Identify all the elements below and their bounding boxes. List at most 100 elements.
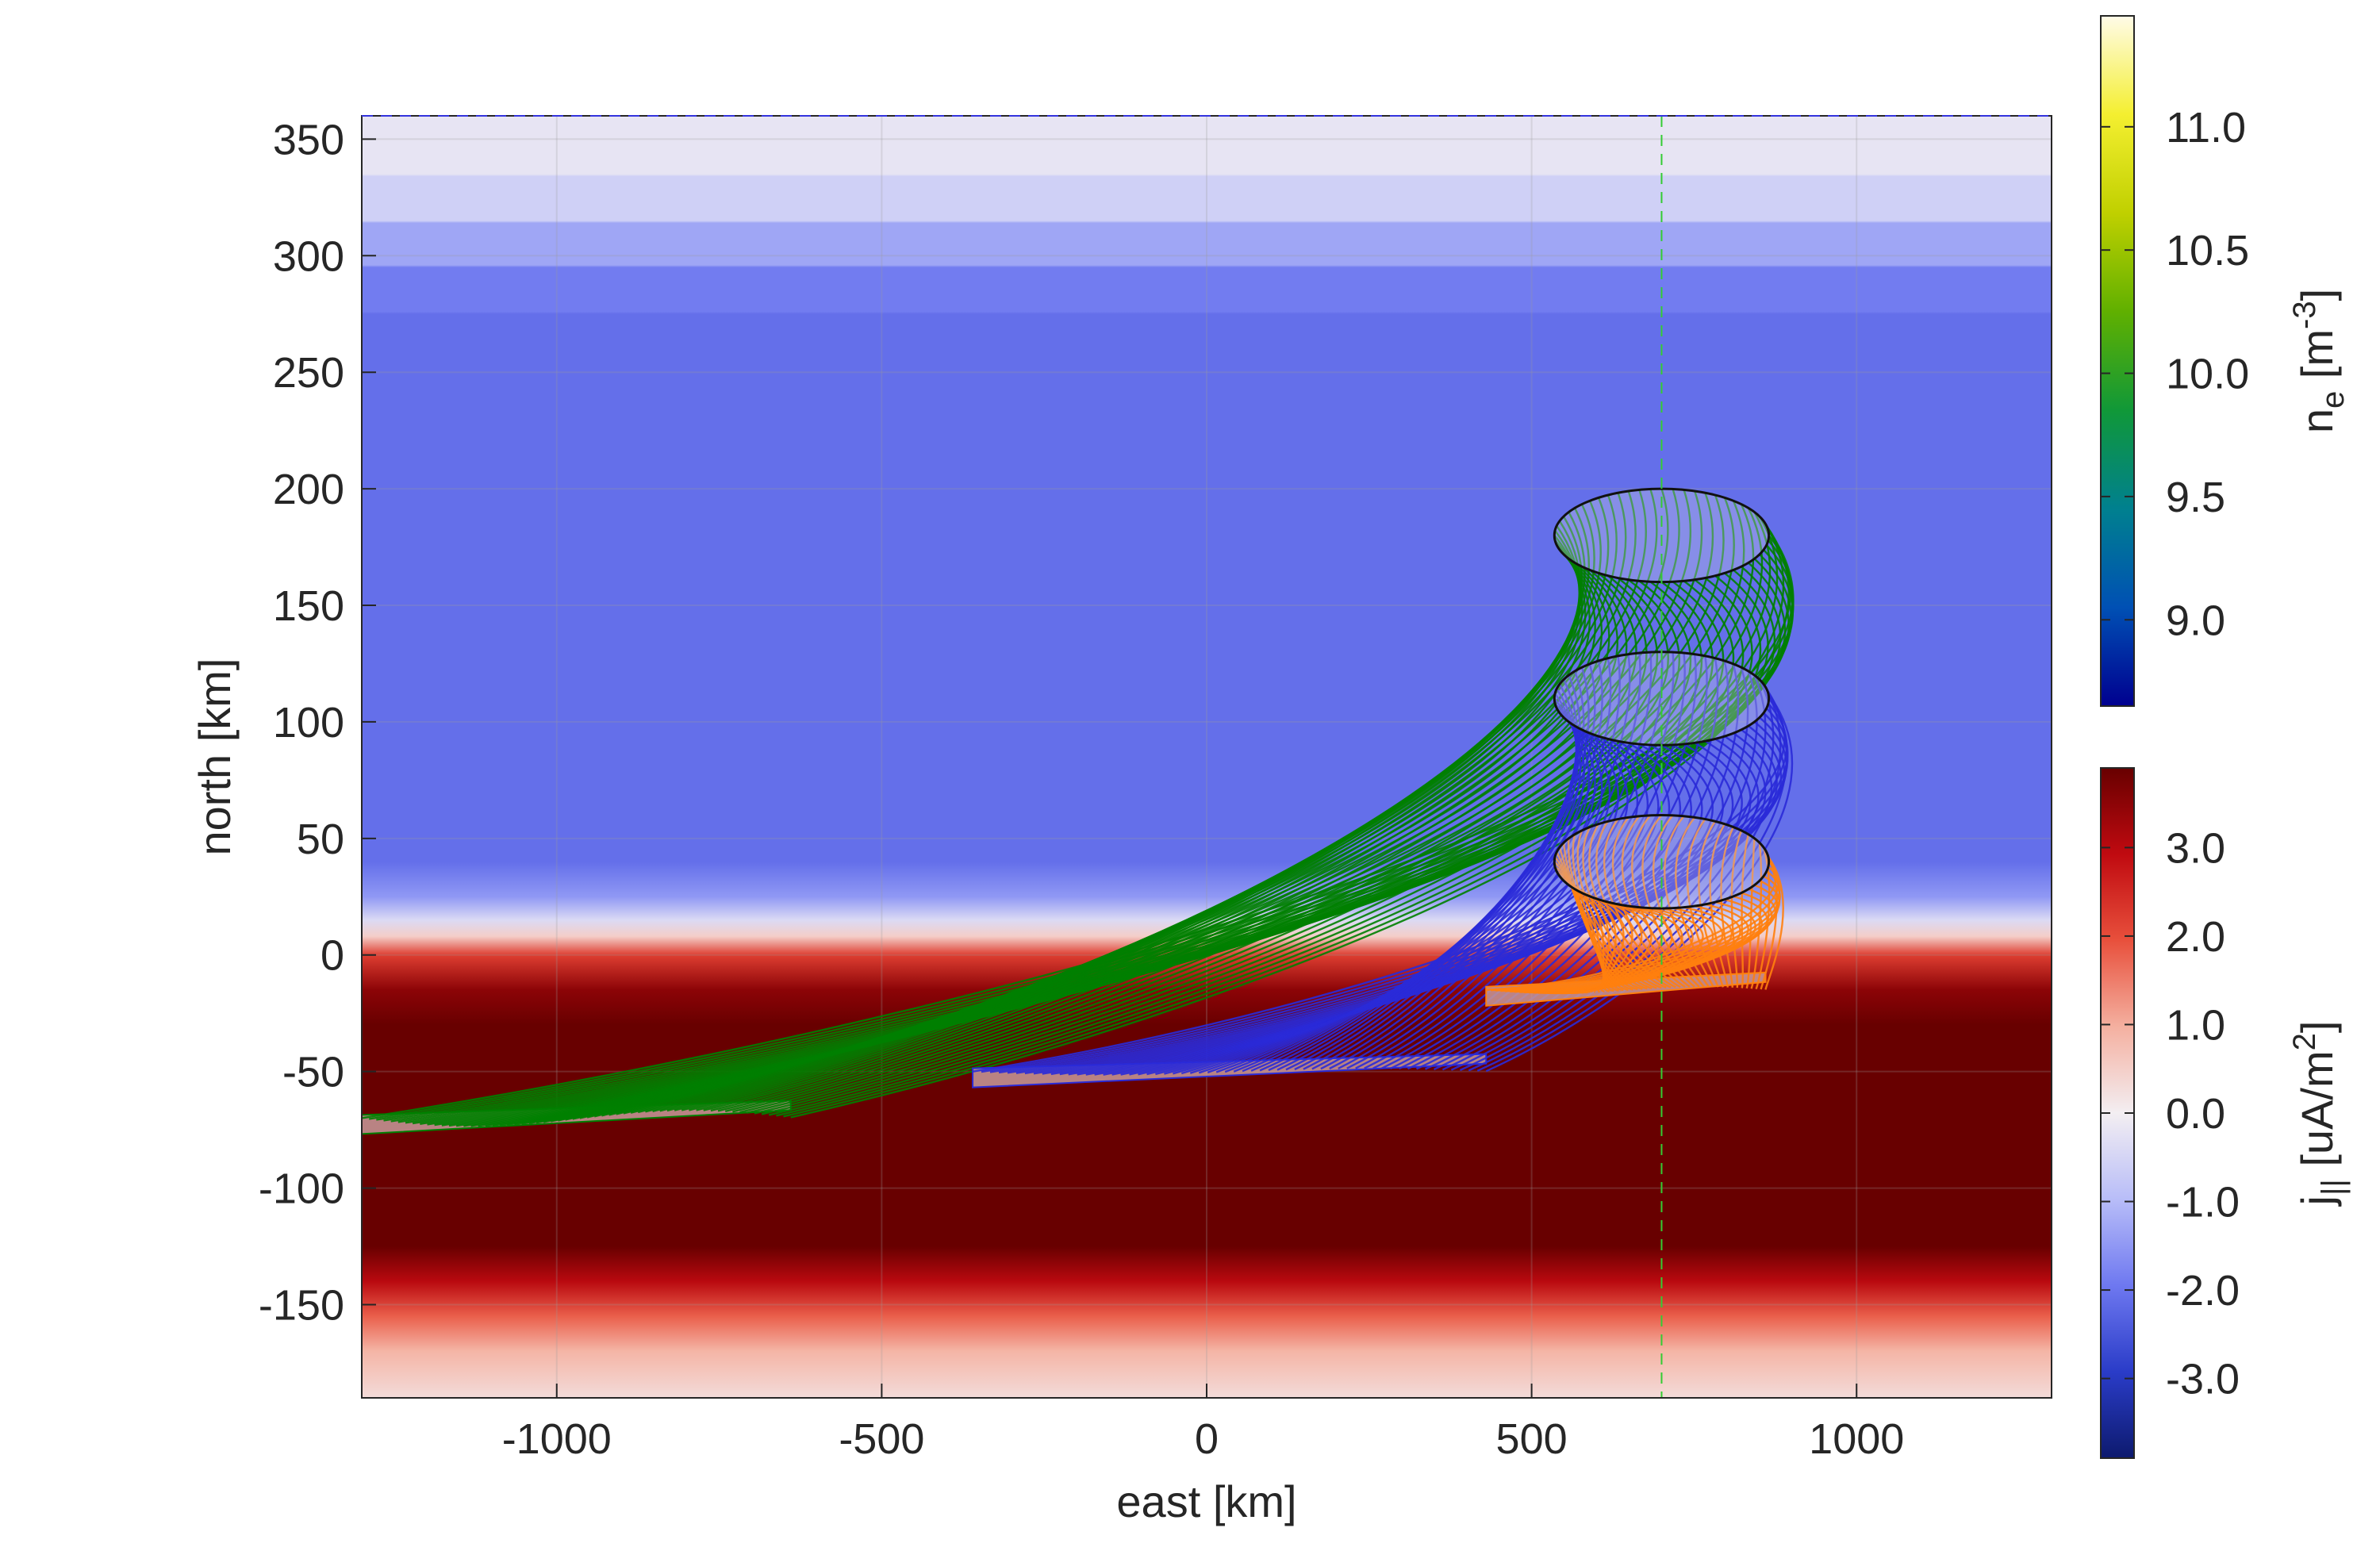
field-line: [724, 494, 1725, 1112]
field-line: [1468, 683, 1782, 1072]
main-axes: -1000 -500 0 500 1000 -150-100-5005010015020…: [190, 115, 2052, 1526]
field-line: [717, 492, 1714, 1112]
y-ticks: -150 -100 -50 0 50 100 150 200 250 300 350: [259, 116, 376, 1329]
field-line: [1215, 707, 1591, 1073]
colorbar-density: 9.0 9.5 10.0 10.5 11.0 ne [m-3]: [2100, 15, 2351, 707]
field-line: [1595, 820, 1676, 988]
field-line: [1390, 654, 1697, 1069]
y-axis-label: north [km]: [190, 658, 240, 856]
flux-tube: [1485, 813, 1784, 1007]
field-line: [1603, 818, 1681, 988]
field-line: [689, 488, 1669, 1111]
colorbar-tick-label: 3.0: [2166, 824, 2225, 872]
field-line: [710, 490, 1703, 1112]
field-line: [1189, 720, 1611, 1074]
y-tick-label: 350: [273, 116, 344, 163]
field-line: [1303, 663, 1596, 1070]
x-ticks: -1000 -500 0 500 1000: [502, 1384, 1904, 1463]
field-line: [1329, 655, 1621, 1070]
x-tick-label: 500: [1496, 1415, 1568, 1463]
colorbar-density-label: ne [m-3]: [2287, 289, 2351, 433]
field-line: [1558, 846, 1643, 990]
field-line: [1459, 679, 1775, 1072]
colorbar-current-label: j|| [uA/m2]: [2287, 1021, 2351, 1207]
field-line: [1664, 815, 1710, 988]
field-line: [1582, 826, 1667, 988]
y-tick-label: 100: [273, 699, 344, 747]
field-line: [739, 500, 1745, 1114]
field-line: [1294, 666, 1590, 1071]
x-axis-label: east [km]: [1116, 1476, 1296, 1526]
field-line: [1372, 652, 1675, 1069]
field-line: [1576, 830, 1662, 989]
field-line: [703, 489, 1691, 1111]
x-tick-label: -500: [839, 1415, 924, 1463]
y-tick-label: 0: [321, 932, 344, 980]
colorbar-tick-label: 10.5: [2166, 227, 2249, 274]
field-line: [652, 494, 1618, 1112]
y-tick-label: 250: [273, 349, 344, 397]
field-line: [1760, 851, 1778, 990]
colorbar-current: -3.0 -2.0 -1.0 0.0 1.0 2.0 3.0 j|| [uA/m2]: [2100, 767, 2351, 1459]
field-line: [681, 489, 1658, 1111]
field-line: [1741, 834, 1749, 988]
field-line: [1207, 712, 1596, 1074]
colorbar-tick-label: 10.0: [2166, 351, 2249, 398]
field-line: [1094, 743, 1724, 1076]
field-line: [1505, 880, 1781, 992]
field-line: [1698, 820, 1724, 988]
colorbar-density-ticks: 9.0 9.5 10.0 10.5 11.0: [2101, 104, 2249, 644]
y-tick-label: 50: [297, 816, 344, 863]
colorbar-tick-label: 11.0: [2166, 104, 2246, 152]
field-line: [1562, 843, 1648, 990]
field-line: [1611, 816, 1686, 988]
flux-tube: [362, 487, 1795, 1135]
field-line: [666, 490, 1637, 1112]
y-tick-label: 200: [273, 466, 344, 513]
colorbar-tick-label: 0.0: [2166, 1090, 2225, 1138]
colorbar-tick-label: -2.0: [2166, 1267, 2240, 1315]
field-line: [1500, 875, 1781, 992]
field-line: [645, 497, 1610, 1113]
colorbar-tick-label: 9.5: [2166, 474, 2225, 521]
field-line: [754, 507, 1764, 1115]
field-line: [1653, 815, 1705, 988]
field-line: [1568, 884, 1617, 992]
field-line: [1745, 838, 1756, 989]
field-line: [1285, 670, 1585, 1071]
field-line: [1111, 743, 1703, 1076]
field-line: [1491, 866, 1779, 992]
field-line: [659, 492, 1627, 1112]
field-line: [761, 511, 1772, 1115]
colorbar-tick-label: 2.0: [2166, 913, 2225, 961]
field-line: [1425, 663, 1739, 1070]
colorbar-tick-label: -3.0: [2166, 1356, 2240, 1403]
field-line: [1276, 674, 1581, 1071]
field-line: [1574, 888, 1625, 993]
field-line: [1764, 856, 1784, 990]
field-line: [637, 500, 1602, 1114]
field-line: [1085, 743, 1734, 1076]
field-line: [783, 525, 1790, 1118]
y-tick-label: -50: [282, 1049, 344, 1096]
field-line: [1720, 826, 1734, 988]
y-tick-label: -100: [259, 1165, 344, 1213]
field-line: [1588, 823, 1672, 988]
field-line: [1338, 654, 1631, 1069]
field-line: [1631, 815, 1695, 988]
flux-tubes: [362, 487, 1795, 1135]
colorbar-current-ticks: -3.0 -2.0 -1.0 0.0 1.0 2.0 3.0: [2101, 824, 2240, 1403]
x-tick-label: 1000: [1809, 1415, 1904, 1463]
field-line: [1641, 814, 1700, 988]
field-line: [1311, 660, 1603, 1070]
field-line: [696, 489, 1680, 1111]
colorbar-tick-label: -1.0: [2166, 1179, 2240, 1226]
y-tick-label: -150: [259, 1281, 344, 1329]
field-line: [1675, 816, 1714, 988]
field-line: [1198, 716, 1603, 1074]
field-line: [1730, 830, 1743, 988]
field-line: [1567, 838, 1653, 989]
field-line: [1709, 823, 1729, 988]
field-line: [1346, 652, 1641, 1069]
